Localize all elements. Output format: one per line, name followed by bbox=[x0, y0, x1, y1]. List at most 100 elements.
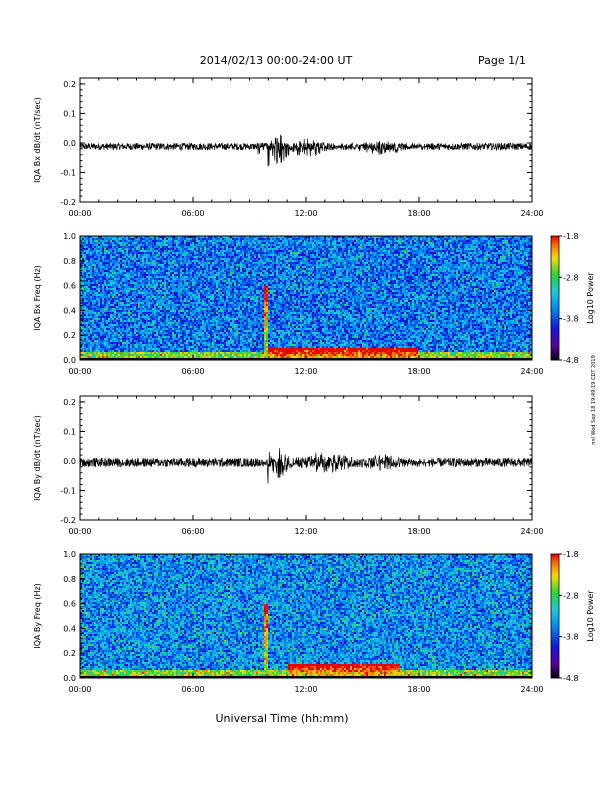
spec1-cell bbox=[136, 344, 138, 346]
spec1-cell bbox=[154, 272, 156, 274]
spec1-cell bbox=[144, 286, 146, 288]
spec1-cell bbox=[216, 264, 218, 266]
spec1-cell bbox=[170, 320, 172, 322]
spec1-cell bbox=[202, 312, 204, 314]
spec1-cell bbox=[214, 342, 216, 344]
spec1-cell bbox=[224, 354, 226, 356]
spec1-cell bbox=[208, 356, 210, 358]
spec1-cell bbox=[186, 354, 188, 356]
spec1-cell bbox=[150, 240, 152, 242]
spec1-cell bbox=[228, 348, 230, 350]
spec1-cell bbox=[206, 240, 208, 242]
spec1-cell bbox=[96, 258, 98, 260]
spec1-cell bbox=[174, 330, 176, 332]
spec1-cell bbox=[156, 268, 158, 270]
spec1-cell bbox=[130, 294, 132, 296]
spec1-cell bbox=[178, 312, 180, 314]
spec1-cell bbox=[92, 282, 94, 284]
spec1-cell bbox=[88, 286, 90, 288]
spec1-cell bbox=[86, 244, 88, 246]
spec1-cell bbox=[148, 264, 150, 266]
spec1-cell bbox=[204, 256, 206, 258]
spec1-cell bbox=[188, 348, 190, 350]
spec1-cell bbox=[110, 280, 112, 282]
spec1-cell bbox=[100, 354, 102, 356]
spec1-cell bbox=[198, 278, 200, 280]
spec1-cell bbox=[86, 340, 88, 342]
spec1-cell bbox=[214, 330, 216, 332]
spec1-cell bbox=[96, 314, 98, 316]
spec1-cell bbox=[142, 254, 144, 256]
spec1-cell bbox=[226, 318, 228, 320]
spec1-cell bbox=[194, 354, 196, 356]
spec1-cell bbox=[120, 284, 122, 286]
spec1-cell bbox=[172, 306, 174, 308]
spec1-cell bbox=[148, 290, 150, 292]
spec1-cell bbox=[182, 318, 184, 320]
spec1-cell bbox=[220, 286, 222, 288]
spec1-cell bbox=[158, 272, 160, 274]
spec1-cell bbox=[172, 270, 174, 272]
spec1-cell bbox=[136, 306, 138, 308]
spec1-cell bbox=[108, 322, 110, 324]
spec1-cell bbox=[82, 238, 84, 240]
spec1-cell bbox=[144, 258, 146, 260]
spec1-cell bbox=[88, 332, 90, 334]
spec1-cell bbox=[188, 262, 190, 264]
spec1-cell bbox=[128, 314, 130, 316]
spec1-cell bbox=[132, 248, 134, 250]
spec1-cell bbox=[228, 340, 230, 342]
spec1-cell bbox=[184, 324, 186, 326]
spec1-cell bbox=[134, 266, 136, 268]
spec1-cell bbox=[118, 260, 120, 262]
spec1-cell bbox=[150, 328, 152, 330]
spec1-cell bbox=[150, 350, 152, 352]
spec1-cell bbox=[168, 320, 170, 322]
spec1-cell bbox=[110, 342, 112, 344]
spec1-cell bbox=[202, 302, 204, 304]
spec1-cell bbox=[204, 294, 206, 296]
spec1-cell bbox=[224, 288, 226, 290]
spec1-cell bbox=[146, 330, 148, 332]
spec1-cell bbox=[152, 352, 154, 354]
spec1-cell bbox=[84, 330, 86, 332]
spec1-cell bbox=[228, 266, 230, 268]
spec1-cell bbox=[232, 294, 234, 296]
spec1-cell bbox=[218, 284, 220, 286]
spec1-cell bbox=[210, 336, 212, 338]
spec1-cell bbox=[92, 308, 94, 310]
spec1-cell bbox=[232, 346, 234, 348]
spec1-cell bbox=[116, 344, 118, 346]
spec1-cell bbox=[98, 262, 100, 264]
spec1-cell bbox=[190, 238, 192, 240]
spec1-cell bbox=[94, 268, 96, 270]
spec1-cell bbox=[164, 276, 166, 278]
spec1-cell bbox=[136, 340, 138, 342]
spec1-cell bbox=[140, 282, 142, 284]
spec1-cell bbox=[204, 296, 206, 298]
spec1-cell bbox=[96, 268, 98, 270]
spec1-cell bbox=[132, 306, 134, 308]
spec1-cell bbox=[222, 294, 224, 296]
spec1-cell bbox=[104, 324, 106, 326]
spec1-cell bbox=[214, 256, 216, 258]
spec1-cell bbox=[90, 276, 92, 278]
spec1-cell bbox=[172, 250, 174, 252]
spec1-cell bbox=[162, 336, 164, 338]
spec1-cell bbox=[142, 348, 144, 350]
spec1-cell bbox=[124, 356, 126, 358]
spec1-cell bbox=[100, 256, 102, 258]
spec1-cell bbox=[108, 328, 110, 330]
spec1-cell bbox=[186, 266, 188, 268]
spec1-cell bbox=[184, 356, 186, 358]
spec1-cell bbox=[220, 274, 222, 276]
spec1-cell bbox=[84, 298, 86, 300]
spec1-cell bbox=[232, 238, 234, 240]
spec1-cell bbox=[126, 338, 128, 340]
spec1-cell bbox=[110, 314, 112, 316]
spec1-cell bbox=[212, 324, 214, 326]
spec1-cell bbox=[202, 298, 204, 300]
spec1-cell bbox=[144, 314, 146, 316]
spec1-cell bbox=[210, 304, 212, 306]
spec1-cell bbox=[192, 260, 194, 262]
